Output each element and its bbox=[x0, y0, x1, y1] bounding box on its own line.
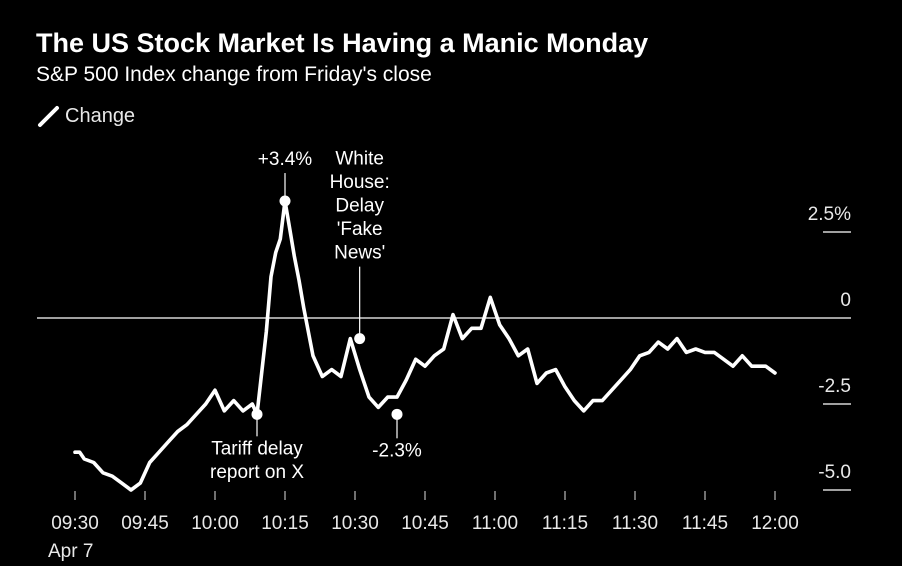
legend-label: Change bbox=[65, 105, 135, 127]
x-tick-label: 11:45 bbox=[682, 513, 728, 534]
y-axis: 2.5% 0 -2.5 -5.0 bbox=[808, 204, 851, 491]
x-tick-label: 10:15 bbox=[261, 513, 309, 534]
chart-title: The US Stock Market Is Having a Manic Mo… bbox=[36, 28, 648, 58]
x-tick-label: 11:30 bbox=[612, 513, 658, 534]
chart-subtitle: S&P 500 Index change from Friday's close bbox=[36, 63, 432, 86]
x-tick-label: 09:45 bbox=[121, 513, 169, 534]
x-tick-label: 10:45 bbox=[401, 513, 449, 534]
annotation-marker bbox=[354, 333, 366, 345]
x-tick-label: 11:00 bbox=[472, 513, 518, 534]
series-line bbox=[73, 199, 777, 492]
annotation-marker bbox=[251, 408, 263, 420]
y-tick-label: 0 bbox=[840, 290, 851, 311]
x-axis: Apr 7 09:30 09:45 10:00 10:15 10:30 10:45 11:0… bbox=[48, 491, 799, 562]
annotation: -2.3% bbox=[372, 408, 422, 461]
legend-swatch bbox=[38, 106, 59, 127]
x-tick-label: 09:30 bbox=[51, 513, 99, 534]
x-tick-label: 10:30 bbox=[331, 513, 379, 534]
annotation-label: +3.4% bbox=[258, 149, 313, 170]
y-tick-label: -2.5 bbox=[818, 376, 851, 397]
y-tick-label: 2.5% bbox=[808, 204, 851, 225]
annotation-label: Tariff delay report on X bbox=[210, 438, 304, 483]
x-tick-label: 12:00 bbox=[751, 513, 799, 534]
annotation: White House: Delay 'Fake News' bbox=[330, 149, 390, 345]
annotation: +3.4% bbox=[258, 149, 313, 207]
series-group bbox=[73, 199, 777, 492]
x-tick-label: 11:15 bbox=[542, 513, 588, 534]
legend: Change bbox=[38, 105, 135, 127]
y-tick-label: -5.0 bbox=[818, 462, 851, 483]
annotation: Tariff delay report on X bbox=[210, 408, 304, 483]
x-tick-label: 10:00 bbox=[191, 513, 239, 534]
annotation-label: White House: Delay 'Fake News' bbox=[330, 149, 390, 264]
annotation-marker bbox=[391, 408, 403, 420]
x-axis-date-label: Apr 7 bbox=[48, 541, 93, 562]
annotations: +3.4% Tariff delay report on X White House: D… bbox=[210, 149, 422, 483]
annotation-label: -2.3% bbox=[372, 440, 422, 461]
annotation-marker bbox=[279, 195, 291, 207]
